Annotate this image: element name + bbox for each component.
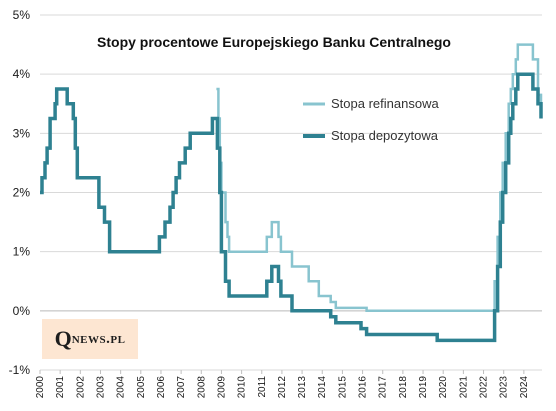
x-tick-label: 2003	[95, 376, 106, 399]
x-tick-label: 2004	[116, 376, 127, 399]
y-tick-label: -1%	[9, 363, 31, 377]
x-tick-label: 2021	[458, 376, 469, 399]
y-tick-layer: -1% 0% 1% 2% 3% 4% 5%	[9, 8, 31, 377]
x-tick-label: 2010	[237, 376, 248, 399]
x-tick-label: 2024	[519, 376, 530, 399]
x-tick-label: 2023	[499, 376, 510, 399]
y-tick-label: 4%	[13, 67, 31, 81]
x-tick-label: 2005	[136, 376, 147, 399]
logo-rest: news.pl	[71, 330, 126, 347]
grid-layer	[40, 14, 542, 371]
legend-label-refinansowa: Stopa refinansowa	[331, 96, 439, 111]
chart-title: Stopy procentowe Europejskiego Banku Cen…	[97, 34, 451, 50]
y-tick-label: 0%	[13, 304, 31, 318]
series-layer	[40, 43, 543, 343]
x-tick-label: 2006	[156, 376, 167, 399]
x-tick-label: 2015	[337, 376, 348, 399]
legend: Stopa refinansowa Stopa depozytowa	[303, 96, 439, 143]
y-tick-label: 5%	[13, 8, 31, 22]
y-tick-label: 2%	[13, 186, 31, 200]
x-tick-label: 2007	[176, 376, 187, 399]
legend-label-depozytowa: Stopa depozytowa	[331, 128, 439, 143]
x-tick-label: 2018	[398, 376, 409, 399]
x-tick-label: 2000	[35, 376, 46, 399]
y-tick-label: 1%	[13, 245, 31, 259]
logo-q: Q	[54, 326, 72, 351]
x-tick-label: 2014	[317, 376, 328, 399]
x-tick-label: 2009	[216, 376, 227, 399]
x-tick-label: 2019	[418, 376, 429, 399]
x-tick-label: 2013	[297, 376, 308, 399]
series-line-refinansowa	[216, 43, 543, 313]
series-line-depozytowa	[40, 72, 543, 343]
x-tick-label: 2011	[257, 376, 268, 398]
y-tick-label: 3%	[13, 126, 31, 140]
x-tick-label: 2017	[378, 376, 389, 399]
x-tick-label: 2008	[196, 376, 207, 399]
x-tick-label: 2022	[479, 376, 490, 399]
x-tick-label: 2001	[55, 376, 66, 399]
x-tick-label: 2002	[75, 376, 86, 399]
x-tick-label: 2016	[358, 376, 369, 399]
x-tick-layer: 2000 2001 2002 2003 2004 2005 2006 2007 2008 2009…	[35, 370, 530, 398]
x-tick-label: 2012	[277, 376, 288, 399]
x-tick-label: 2020	[438, 376, 449, 399]
